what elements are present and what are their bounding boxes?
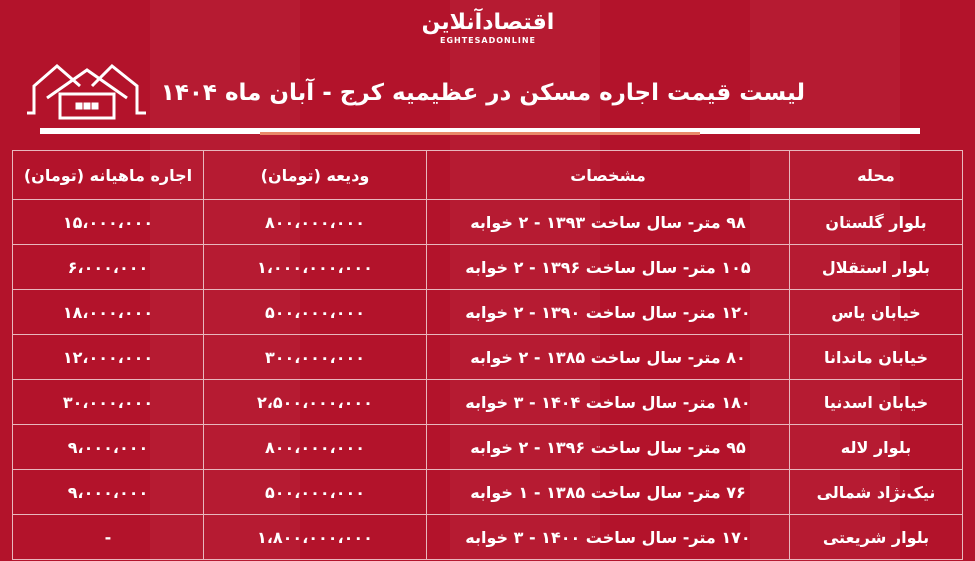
monthly-rent-cell: ۱۵،۰۰۰،۰۰۰ [12,199,204,245]
logo-text-en: EGHTESADONLINE [440,36,536,45]
rent-price-table: محله مشخصات ودیعه (تومان) اجاره ماهیانه … [12,150,963,560]
neighborhood-cell: نیک‌نژاد شمالی [789,469,963,515]
deposit-cell: ۳۰۰،۰۰۰،۰۰۰ [203,334,427,380]
deposit-cell: ۲،۵۰۰،۰۰۰،۰۰۰ [203,379,427,425]
monthly-rent-cell: ۳۰،۰۰۰،۰۰۰ [12,379,204,425]
specs-cell: ۹۸ متر- سال ساخت ۱۳۹۳ - ۲ خوابه [426,199,790,245]
specs-cell: ۸۰ متر- سال ساخت ۱۳۸۵ - ۲ خوابه [426,334,790,380]
header-specs: مشخصات [426,150,790,200]
specs-cell: ۱۷۰ متر- سال ساخت ۱۴۰۰ - ۳ خوابه [426,514,790,560]
monthly-rent-cell: ۹،۰۰۰،۰۰۰ [12,424,204,470]
deposit-cell: ۱،۰۰۰،۰۰۰،۰۰۰ [203,244,427,290]
neighborhood-cell: بلوار شریعتی [789,514,963,560]
specs-cell: ۱۲۰ متر- سال ساخت ۱۳۹۰ - ۲ خوابه [426,289,790,335]
neighborhood-cell: خیابان اسدنیا [789,379,963,425]
table-row: بلوار گلستان ۹۸ متر- سال ساخت ۱۳۹۳ - ۲ خو… [12,199,963,245]
monthly-rent-cell: ۱۸،۰۰۰،۰۰۰ [12,289,204,335]
deposit-cell: ۸۰۰،۰۰۰،۰۰۰ [203,424,427,470]
divider [40,128,920,135]
table-row: بلوار لاله ۹۵ متر- سال ساخت ۱۳۹۶ - ۲ خواب… [12,424,963,470]
page-title: لیست قیمت اجاره مسکن در عظیمیه کرج - آبا… [160,80,805,106]
table-row: خیابان اسدنیا ۱۸۰ متر- سال ساخت ۱۴۰۴ - ۳ … [12,379,963,425]
table-row: نیک‌نژاد شمالی ۷۶ متر- سال ساخت ۱۳۸۵ - ۱ … [12,469,963,515]
deposit-cell: ۵۰۰،۰۰۰،۰۰۰ [203,469,427,515]
house-icon [27,63,146,120]
deposit-cell: ۵۰۰،۰۰۰،۰۰۰ [203,289,427,335]
deposit-cell: ۸۰۰،۰۰۰،۰۰۰ [203,199,427,245]
divider-accent [260,132,700,135]
monthly-rent-cell: ۱۲،۰۰۰،۰۰۰ [12,334,204,380]
table-header-row: محله مشخصات ودیعه (تومان) اجاره ماهیانه … [12,150,963,200]
table-row: بلوار شریعتی ۱۷۰ متر- سال ساخت ۱۴۰۰ - ۳ خ… [12,514,963,560]
table-row: خیابان ماندانا ۸۰ متر- سال ساخت ۱۳۸۵ - ۲ … [12,334,963,380]
header-deposit: ودیعه (تومان) [203,150,427,200]
specs-cell: ۱۰۵ متر- سال ساخت ۱۳۹۶ - ۲ خوابه [426,244,790,290]
header-neighborhood: محله [789,150,963,200]
specs-cell: ۹۵ متر- سال ساخت ۱۳۹۶ - ۲ خوابه [426,424,790,470]
logo-text-fa: اقتصادآنلاین [421,10,555,35]
table-row: خیابان یاس ۱۲۰ متر- سال ساخت ۱۳۹۰ - ۲ خوا… [12,289,963,335]
neighborhood-cell: خیابان یاس [789,289,963,335]
monthly-rent-cell: ۶،۰۰۰،۰۰۰ [12,244,204,290]
specs-cell: ۱۸۰ متر- سال ساخت ۱۴۰۴ - ۳ خوابه [426,379,790,425]
table-row: بلوار استقلال ۱۰۵ متر- سال ساخت ۱۳۹۶ - ۲ … [12,244,963,290]
deposit-cell: ۱،۸۰۰،۰۰۰،۰۰۰ [203,514,427,560]
logo: اقتصادآنلاین EGHTESADONLINE [398,10,578,50]
neighborhood-cell: خیابان ماندانا [789,334,963,380]
monthly-rent-cell: ۹،۰۰۰،۰۰۰ [12,469,204,515]
neighborhood-cell: بلوار استقلال [789,244,963,290]
neighborhood-cell: بلوار گلستان [789,199,963,245]
specs-cell: ۷۶ متر- سال ساخت ۱۳۸۵ - ۱ خوابه [426,469,790,515]
header-monthly-rent: اجاره ماهیانه (تومان) [12,150,204,200]
monthly-rent-cell: - [12,514,204,560]
neighborhood-cell: بلوار لاله [789,424,963,470]
